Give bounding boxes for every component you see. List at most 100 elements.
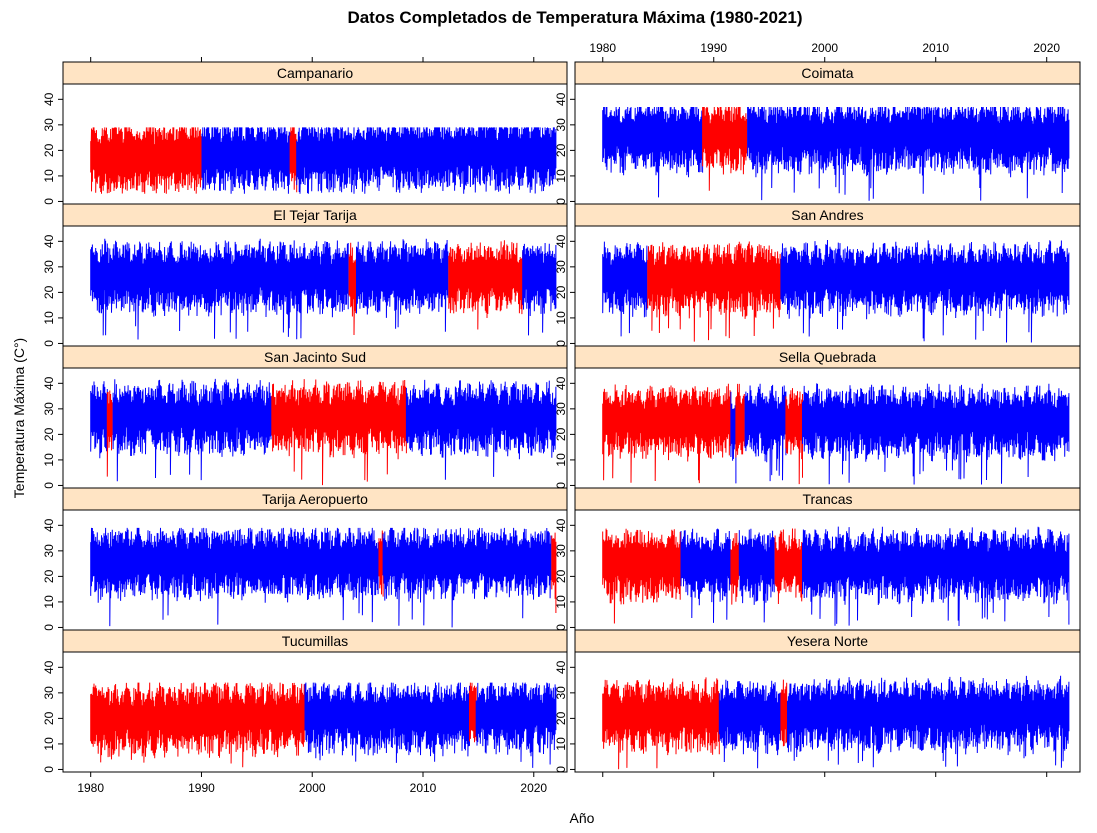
y-tick-label: 20: [42, 285, 56, 299]
y-tick-label: 30: [42, 686, 56, 700]
panel-san-andres: San Andres 0 10 20 30 40: [554, 203, 1081, 347]
y-tick-label: 30: [42, 544, 56, 558]
series-completed: [602, 528, 681, 624]
y-tick-label: 20: [42, 569, 56, 583]
series-observed: [730, 391, 737, 484]
y-tick-label: 40: [42, 234, 56, 248]
series-observed: [744, 383, 787, 482]
series-completed: [735, 383, 745, 458]
x-axis-label: Año: [570, 810, 595, 826]
x-tick-label: 1980: [77, 781, 104, 795]
x-tick-label: 1990: [700, 41, 727, 55]
series-observed: [602, 106, 704, 198]
series-observed: [787, 675, 1070, 768]
series-observed: [112, 378, 272, 482]
series-completed: [348, 242, 357, 336]
panel-el-tejar-tarija: El Tejar Tarija 0 10 20 30 40: [42, 203, 568, 347]
panel-title: San Jacinto Sud: [264, 349, 366, 365]
x-tick-label: 1990: [188, 781, 215, 795]
panel-title: Tucumillas: [282, 633, 348, 649]
series-observed: [780, 239, 1070, 343]
panel-frame: [574, 651, 1081, 773]
y-tick-label: 30: [42, 260, 56, 274]
panel-title: San Andres: [791, 207, 863, 223]
panel-title: El Tejar Tarija: [273, 207, 357, 223]
y-tick-label: 10: [554, 311, 568, 325]
y-tick-label: 20: [554, 711, 568, 725]
series-completed: [785, 388, 803, 485]
series-completed: [774, 528, 803, 605]
chart-title: Datos Completados de Temperatura Máxima …: [347, 8, 802, 27]
y-tick-label: 20: [554, 569, 568, 583]
y-tick-label: 40: [554, 518, 568, 532]
y-tick-label: 40: [554, 376, 568, 390]
y-tick-label: 20: [554, 285, 568, 299]
series-observed: [201, 127, 291, 194]
y-tick-label: 20: [42, 711, 56, 725]
series-observed: [405, 379, 557, 480]
x-tick-label: 2010: [922, 41, 949, 55]
y-tick-label: 0: [554, 340, 568, 347]
y-axis-label: Temperatura Máxima (C°): [11, 338, 27, 498]
panel-title: Sella Quebrada: [779, 349, 877, 365]
y-tick-label: 20: [42, 427, 56, 441]
y-tick-label: 10: [42, 311, 56, 325]
y-tick-label: 30: [554, 686, 568, 700]
series-observed: [747, 106, 1070, 201]
series-observed: [382, 527, 552, 628]
y-tick-label: 0: [554, 482, 568, 489]
x-tick-label: 2020: [520, 781, 547, 795]
y-tick-label: 30: [554, 260, 568, 274]
y-tick-label: 40: [42, 92, 56, 106]
panel-grid: Campanario 0 10 20 30 40 Coimata 0 10 20 30 40 1980 1…: [42, 41, 1081, 795]
series-observed: [356, 238, 449, 332]
series-completed: [289, 127, 298, 193]
y-tick-label: 10: [42, 737, 56, 751]
y-tick-label: 40: [42, 518, 56, 532]
y-tick-label: 0: [42, 340, 56, 347]
series-completed: [90, 682, 305, 768]
panel-title: Yesera Norte: [787, 633, 868, 649]
y-tick-label: 20: [554, 427, 568, 441]
y-tick-label: 10: [42, 595, 56, 609]
series-observed: [90, 527, 379, 627]
y-tick-label: 10: [554, 453, 568, 467]
series-observed: [304, 682, 470, 763]
series-observed: [680, 528, 731, 623]
y-tick-label: 20: [42, 143, 56, 157]
y-tick-label: 10: [42, 453, 56, 467]
series-observed: [718, 679, 781, 769]
series-completed: [469, 682, 477, 743]
series-observed: [90, 238, 349, 340]
y-tick-label: 40: [554, 660, 568, 674]
series-completed: [106, 390, 113, 477]
y-tick-label: 40: [554, 234, 568, 248]
panel-yesera-norte: Yesera Norte 0 10 20 30 40: [554, 629, 1081, 777]
series-completed: [448, 240, 524, 330]
series-completed: [90, 127, 202, 194]
y-tick-label: 30: [42, 118, 56, 132]
y-tick-label: 40: [554, 92, 568, 106]
panel-trancas: Trancas 0 10 20 30 40: [554, 487, 1081, 631]
panel-title: Tarija Aeropuerto: [262, 491, 368, 507]
series-observed: [602, 241, 648, 337]
y-tick-label: 0: [42, 482, 56, 489]
panel-coimata: Coimata 0 10 20 30 40 1980 1990 2000 2010 2020: [554, 41, 1081, 205]
y-tick-label: 10: [554, 737, 568, 751]
y-tick-label: 10: [554, 169, 568, 183]
panel-tarija-aeropuerto: Tarija Aeropuerto 0 10 20 30 40: [42, 487, 568, 631]
y-tick-label: 0: [42, 198, 56, 205]
y-tick-label: 0: [554, 198, 568, 205]
y-tick-label: 30: [554, 118, 568, 132]
series-completed: [551, 532, 557, 613]
panel-title: Trancas: [802, 491, 852, 507]
y-tick-label: 10: [42, 169, 56, 183]
series-observed: [802, 383, 1070, 485]
panel-san-jacinto-sud: San Jacinto Sud 0 10 20 30 40: [42, 345, 568, 489]
series-completed: [602, 677, 720, 770]
series-observed: [522, 242, 557, 336]
y-tick-label: 30: [554, 402, 568, 416]
series-observed: [738, 528, 775, 623]
y-tick-label: 10: [554, 595, 568, 609]
